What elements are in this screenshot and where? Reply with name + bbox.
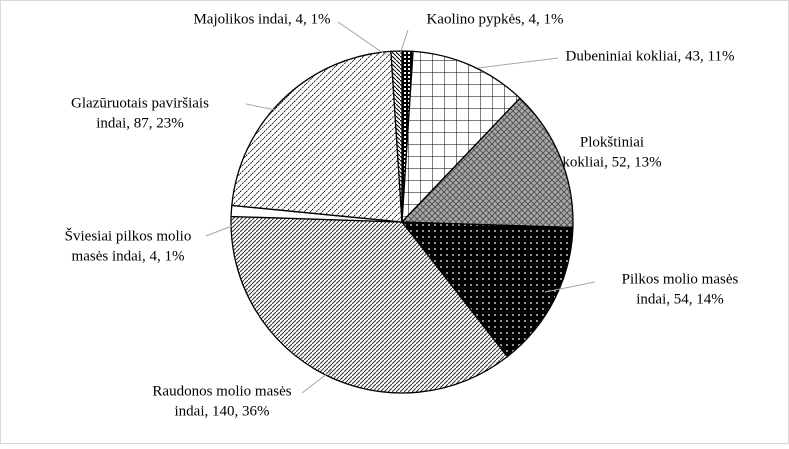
data-label: indai, 87, 23% xyxy=(96,115,184,131)
data-label: masės indai, 4, 1% xyxy=(72,248,185,264)
pie-slice xyxy=(230,215,509,394)
data-label: Pilkos molio masės xyxy=(622,271,739,287)
data-label: Kaolino pypkės, 4, 1% xyxy=(426,11,563,27)
leader-line xyxy=(477,57,559,69)
data-label: Majolikos indai, 4, 1% xyxy=(193,11,330,27)
data-label: Glazūruotais paviršiais xyxy=(71,95,209,111)
pie-slice xyxy=(401,50,521,224)
pie-slice xyxy=(231,50,403,223)
data-label: Šviesiai pilkos molio xyxy=(65,227,192,244)
data-label: kokliai, 52, 13% xyxy=(562,154,661,170)
data-label: Dubeniniai kokliai, 43, 11% xyxy=(566,48,735,64)
leader-line xyxy=(544,281,596,293)
leader-line xyxy=(205,225,233,237)
leader-line xyxy=(301,369,333,394)
leader-line xyxy=(399,29,409,55)
data-label: indai, 140, 36% xyxy=(175,403,270,419)
pie-slice xyxy=(400,97,574,229)
data-label: Raudonos molio masės xyxy=(152,383,291,399)
leader-line xyxy=(337,21,387,56)
pie-slice xyxy=(390,50,403,223)
pie-slice xyxy=(400,221,574,358)
data-label: indai, 54, 14% xyxy=(636,291,724,307)
leader-line xyxy=(245,103,277,111)
data-label: Plokštiniai xyxy=(580,134,644,150)
